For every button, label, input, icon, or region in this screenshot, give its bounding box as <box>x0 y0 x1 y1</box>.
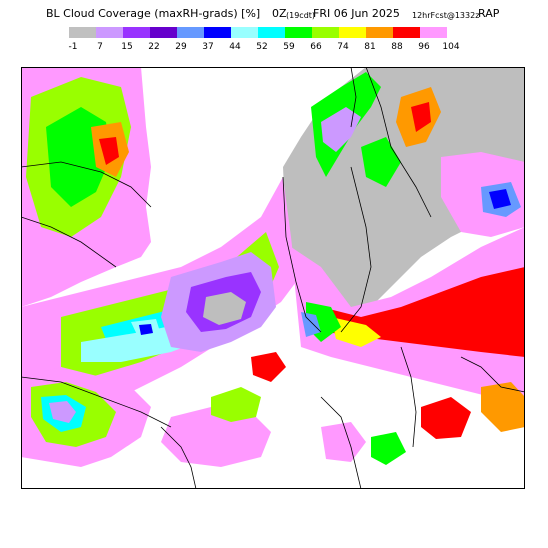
legend-tick-label: 7 <box>97 42 103 52</box>
legend-tick-labels: -1 7 15 22 29 37 44 52 59 66 74 81 88 96 104 <box>0 41 548 53</box>
legend-swatch <box>420 27 447 38</box>
forecast-info: 12hrFcst@1332z <box>412 11 480 20</box>
legend-swatch <box>339 27 366 38</box>
legend-tick-label: 66 <box>310 42 322 52</box>
legend-swatch <box>150 27 177 38</box>
legend-swatch <box>69 27 96 38</box>
cloud-fill-layers <box>21 67 525 467</box>
legend-tick-label: 88 <box>391 42 403 52</box>
legend-swatch <box>96 27 123 38</box>
legend-swatch <box>285 27 312 38</box>
legend-tick-label: -1 <box>68 42 78 52</box>
map-title: BL Cloud Coverage (maxRH-grads) [%] 0Z (… <box>0 6 548 22</box>
color-legend <box>69 27 447 38</box>
clear-region-north <box>141 67 311 252</box>
legend-tick-label: 29 <box>175 42 187 52</box>
legend-tick-label: 22 <box>148 42 160 52</box>
legend-tick-label: 15 <box>121 42 133 52</box>
legend-swatch <box>393 27 420 38</box>
legend-tick-label: 37 <box>202 42 214 52</box>
legend-tick-label: 52 <box>256 42 268 52</box>
local-time: (19cdt) <box>286 11 316 20</box>
legend-tick-label: 96 <box>418 42 430 52</box>
map-boundaries <box>21 67 525 489</box>
legend-tick-label: 74 <box>337 42 349 52</box>
valid-hour: 0Z <box>272 7 287 20</box>
legend-swatch <box>312 27 339 38</box>
legend-tick-label: 44 <box>229 42 241 52</box>
legend-swatch <box>204 27 231 38</box>
legend-swatch <box>258 27 285 38</box>
map-frame <box>21 67 525 489</box>
legend-tick-label: 104 <box>442 42 460 52</box>
valid-date: FRI 06 Jun 2025 <box>313 7 400 20</box>
legend-swatch <box>123 27 150 38</box>
cloud-coverage-map <box>21 67 525 489</box>
legend-swatch <box>177 27 204 38</box>
model-name: RAP <box>478 7 500 20</box>
title-text: BL Cloud Coverage (maxRH-grads) [%] <box>46 7 261 20</box>
legend-tick-label: 81 <box>364 42 376 52</box>
legend-tick-label: 59 <box>283 42 295 52</box>
legend-swatch <box>231 27 258 38</box>
legend-swatch <box>366 27 393 38</box>
